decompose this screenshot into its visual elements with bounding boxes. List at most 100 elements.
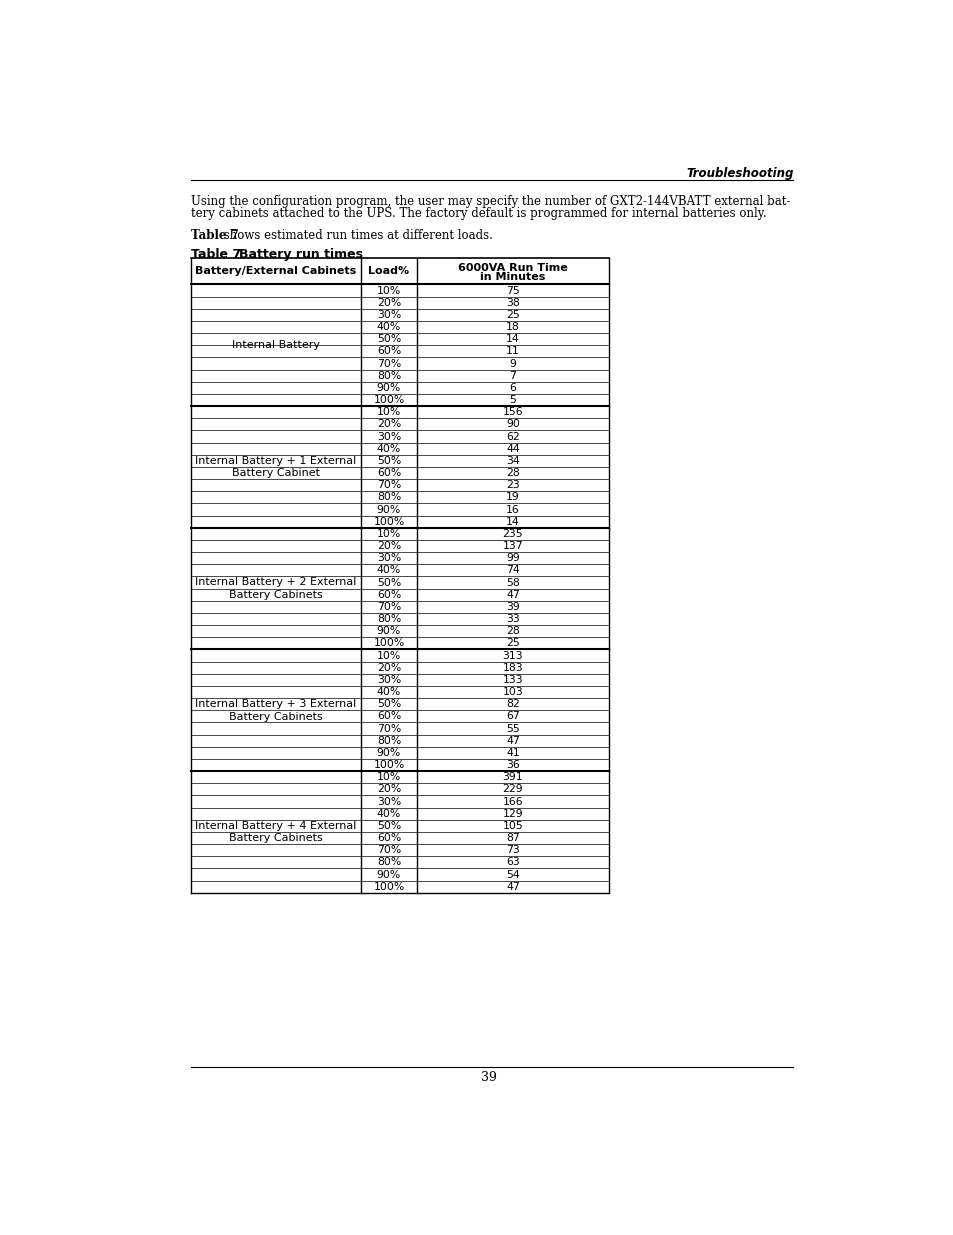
Text: Table 7: Table 7 — [191, 228, 238, 242]
Text: 82: 82 — [505, 699, 519, 709]
Text: in Minutes: in Minutes — [479, 272, 545, 282]
Text: 14: 14 — [505, 516, 519, 526]
Text: 313: 313 — [502, 651, 522, 661]
Text: 30%: 30% — [376, 310, 400, 320]
Text: 60%: 60% — [376, 834, 400, 844]
Text: 50%: 50% — [376, 456, 400, 466]
Text: 34: 34 — [505, 456, 519, 466]
Text: 38: 38 — [505, 298, 519, 308]
Text: 90%: 90% — [376, 748, 400, 758]
Text: 10%: 10% — [376, 285, 400, 295]
Text: 80%: 80% — [376, 370, 400, 380]
Text: Battery/External Cabinets: Battery/External Cabinets — [195, 267, 356, 277]
Text: 90%: 90% — [376, 383, 400, 393]
Text: 30%: 30% — [376, 797, 400, 806]
Text: 14: 14 — [505, 335, 519, 345]
Text: 10%: 10% — [376, 772, 400, 782]
Text: 129: 129 — [502, 809, 522, 819]
Text: 100%: 100% — [373, 760, 404, 771]
Text: 30%: 30% — [376, 674, 400, 685]
Text: 99: 99 — [505, 553, 519, 563]
Text: 80%: 80% — [376, 736, 400, 746]
Text: Table 7: Table 7 — [191, 247, 240, 261]
Text: 156: 156 — [502, 408, 522, 417]
Text: 100%: 100% — [373, 516, 404, 526]
Text: 40%: 40% — [376, 322, 400, 332]
Text: 70%: 70% — [376, 601, 400, 611]
Text: 90%: 90% — [376, 626, 400, 636]
Text: 80%: 80% — [376, 614, 400, 624]
Text: 18: 18 — [505, 322, 519, 332]
Text: 28: 28 — [505, 626, 519, 636]
Text: Internal Battery + 3 External
Battery Cabinets: Internal Battery + 3 External Battery Ca… — [195, 699, 356, 721]
Text: 80%: 80% — [376, 493, 400, 503]
Text: 55: 55 — [505, 724, 519, 734]
Text: Internal Battery + 1 External
Battery Cabinet: Internal Battery + 1 External Battery Ca… — [195, 456, 356, 478]
Text: 100%: 100% — [373, 638, 404, 648]
Text: 40%: 40% — [376, 687, 400, 697]
Text: 235: 235 — [502, 529, 522, 538]
Text: 229: 229 — [502, 784, 522, 794]
Text: Using the configuration program, the user may specify the number of GXT2-144VBAT: Using the configuration program, the use… — [191, 195, 789, 209]
Text: tery cabinets attached to the UPS. The factory default is programmed for interna: tery cabinets attached to the UPS. The f… — [191, 207, 765, 221]
Text: 20%: 20% — [376, 420, 400, 430]
Text: 39: 39 — [505, 601, 519, 611]
Text: 166: 166 — [502, 797, 522, 806]
Text: 70%: 70% — [376, 480, 400, 490]
Text: 40%: 40% — [376, 566, 400, 576]
Text: 33: 33 — [505, 614, 519, 624]
Text: 90%: 90% — [376, 869, 400, 879]
Text: 40%: 40% — [376, 443, 400, 453]
Text: 70%: 70% — [376, 358, 400, 368]
Text: shows estimated run times at different loads.: shows estimated run times at different l… — [220, 228, 493, 242]
Text: 10%: 10% — [376, 651, 400, 661]
Text: 137: 137 — [502, 541, 522, 551]
Text: 30%: 30% — [376, 553, 400, 563]
Text: 47: 47 — [505, 590, 519, 600]
Text: 70%: 70% — [376, 845, 400, 855]
Text: 20%: 20% — [376, 298, 400, 308]
Text: 23: 23 — [505, 480, 519, 490]
Text: 60%: 60% — [376, 468, 400, 478]
Text: Internal Battery + 2 External
Battery Cabinets: Internal Battery + 2 External Battery Ca… — [195, 578, 356, 600]
Text: 9: 9 — [509, 358, 516, 368]
Text: 105: 105 — [502, 821, 523, 831]
Text: 47: 47 — [505, 882, 519, 892]
Text: 87: 87 — [505, 834, 519, 844]
Text: 90: 90 — [505, 420, 519, 430]
Text: 63: 63 — [505, 857, 519, 867]
Text: 36: 36 — [505, 760, 519, 771]
Text: 73: 73 — [505, 845, 519, 855]
Text: 50%: 50% — [376, 821, 400, 831]
Text: Troubleshooting: Troubleshooting — [685, 168, 793, 180]
Text: 133: 133 — [502, 674, 522, 685]
Text: 6: 6 — [509, 383, 516, 393]
Text: 80%: 80% — [376, 857, 400, 867]
Text: 58: 58 — [505, 578, 519, 588]
Text: 10%: 10% — [376, 408, 400, 417]
Text: 50%: 50% — [376, 699, 400, 709]
Text: Internal Battery: Internal Battery — [232, 341, 319, 351]
Text: 90%: 90% — [376, 505, 400, 515]
Text: 62: 62 — [505, 431, 519, 442]
Text: 54: 54 — [505, 869, 519, 879]
Text: Load%: Load% — [368, 267, 409, 277]
Text: 60%: 60% — [376, 590, 400, 600]
Text: 100%: 100% — [373, 395, 404, 405]
Text: 74: 74 — [505, 566, 519, 576]
Text: 25: 25 — [505, 638, 519, 648]
Text: Internal Battery + 4 External
Battery Cabinets: Internal Battery + 4 External Battery Ca… — [195, 821, 356, 844]
Text: 7: 7 — [509, 370, 516, 380]
Text: 44: 44 — [505, 443, 519, 453]
Text: 39: 39 — [480, 1072, 497, 1084]
Text: 20%: 20% — [376, 541, 400, 551]
Text: 50%: 50% — [376, 578, 400, 588]
Text: 60%: 60% — [376, 346, 400, 357]
Text: 28: 28 — [505, 468, 519, 478]
Text: 41: 41 — [505, 748, 519, 758]
Text: Battery run times: Battery run times — [238, 247, 362, 261]
Text: 75: 75 — [505, 285, 519, 295]
Text: 67: 67 — [505, 711, 519, 721]
Text: 47: 47 — [505, 736, 519, 746]
Text: 20%: 20% — [376, 663, 400, 673]
